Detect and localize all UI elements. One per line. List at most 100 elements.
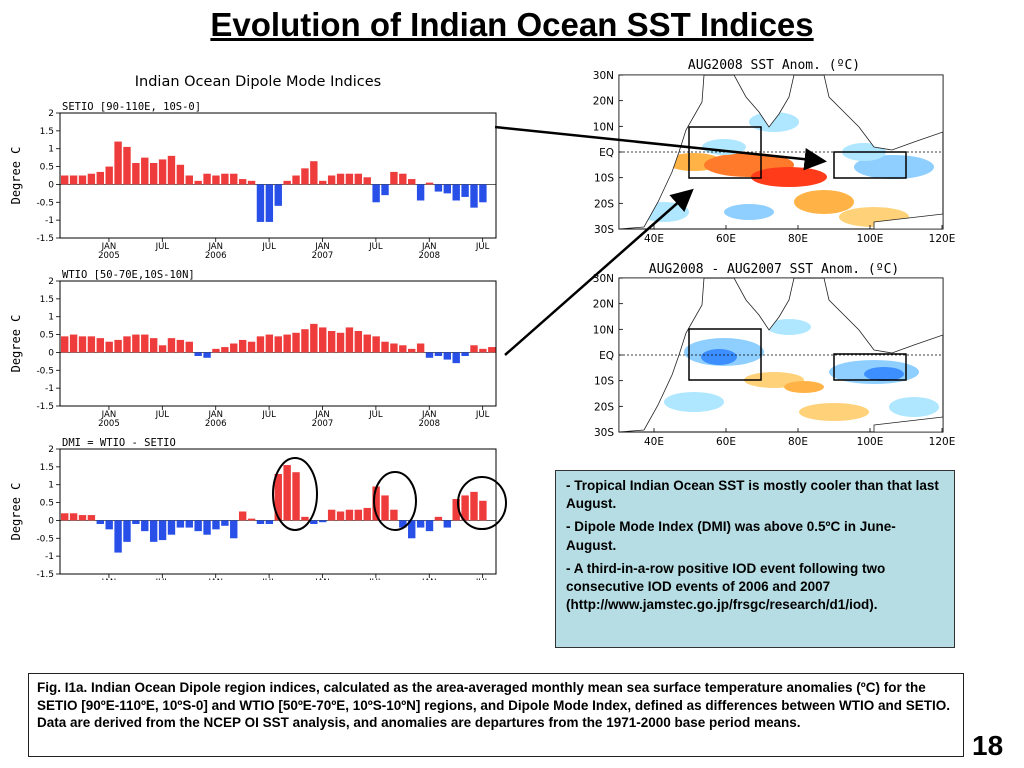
bar: [319, 520, 327, 523]
y-tick-label: -1.5: [36, 402, 54, 412]
bar: [105, 166, 113, 185]
y-tick-label: -1: [45, 216, 54, 226]
lat-label: 10N: [593, 324, 614, 336]
x-tick-label: JAN: [421, 242, 437, 252]
bar: [132, 334, 140, 353]
y-tick-label: 0.5: [40, 331, 54, 341]
lat-label: 30N: [593, 273, 614, 285]
x-tick-label: JUL: [155, 410, 170, 420]
y-tick-label: 0: [48, 180, 54, 190]
bar: [247, 341, 256, 353]
bar: [381, 341, 389, 353]
bar: [470, 345, 478, 353]
bar: [69, 334, 78, 353]
bar: [87, 515, 96, 521]
bar: [96, 171, 104, 185]
bar: [141, 334, 149, 353]
bar: [336, 173, 345, 185]
bar: [461, 352, 469, 356]
bar: [345, 327, 354, 353]
x-tick-year: 2007: [312, 419, 334, 429]
y-tick-label: 1: [48, 145, 54, 155]
bar: [301, 329, 309, 353]
bar: [141, 157, 149, 185]
bar: [310, 161, 318, 185]
bar: [78, 175, 87, 185]
lon-label: 120E: [929, 233, 956, 245]
y-tick-label: 1.5: [40, 127, 54, 137]
lon-label: 60E: [716, 233, 736, 245]
map1-setio-box: [833, 151, 907, 179]
bar: [443, 184, 452, 194]
bar: [149, 520, 158, 542]
bar: [221, 520, 229, 526]
bar: [158, 345, 167, 353]
lon-label: 80E: [788, 436, 808, 448]
bar: [470, 184, 478, 208]
x-tick-label: JAN: [421, 578, 437, 580]
y-tick-label: 0: [48, 516, 54, 526]
bar: [212, 520, 220, 530]
highlight-ellipse-2006: [272, 457, 318, 531]
bar: [479, 184, 487, 203]
y-tick-label: 1: [48, 313, 54, 323]
bar: [327, 175, 336, 185]
bar: [372, 486, 380, 521]
bar: [390, 343, 398, 353]
sst-maps: AUG2008 SST Anom. (ºC) 30N 20N 10N EQ 10S 20S…: [593, 58, 956, 448]
bar: [230, 343, 238, 353]
x-tick-label: JUL: [475, 242, 490, 252]
bar: [354, 173, 363, 185]
lat-label: EQ: [599, 147, 614, 159]
bar: [434, 184, 443, 192]
bar: [265, 184, 274, 222]
y-tick-label: -1: [45, 552, 54, 562]
bar: [452, 352, 460, 364]
page-number: 18: [972, 730, 1004, 761]
y-tick-label: -1.5: [36, 234, 54, 244]
bar: [292, 175, 300, 185]
map-aug2008-anom: AUG2008 SST Anom. (ºC) 30N 20N 10N EQ 10S 20S…: [593, 58, 956, 245]
lon-label: 60E: [716, 436, 736, 448]
bar: [443, 352, 452, 360]
bar: [319, 327, 327, 353]
lat-label: 10S: [594, 173, 614, 185]
bar: [452, 184, 460, 201]
bar: [247, 518, 256, 521]
x-tick-year: 2008: [418, 419, 440, 429]
lat-label: 30S: [594, 427, 614, 439]
bar: [123, 146, 131, 185]
x-tick-label: JUL: [368, 242, 383, 252]
bar: [425, 520, 434, 532]
x-tick-label: JAN: [421, 410, 437, 420]
lon-label: 80E: [788, 233, 808, 245]
bar: [123, 520, 131, 542]
lat-label: 20S: [594, 198, 614, 210]
bar: [283, 180, 291, 185]
bar: [479, 348, 487, 353]
bar: [238, 339, 247, 353]
bar: [479, 500, 487, 521]
bar: [61, 513, 69, 521]
y-tick-label: 2: [48, 445, 54, 455]
bar: [221, 173, 229, 185]
lat-label: 20N: [593, 299, 614, 311]
bar: [336, 511, 345, 521]
x-tick-year: 2007: [312, 251, 334, 261]
bar: [310, 323, 318, 353]
bar: [408, 348, 416, 353]
bar: [399, 345, 407, 353]
lon-label: 100E: [857, 436, 884, 448]
bar: [265, 520, 274, 524]
bar: [256, 336, 265, 353]
bullet-3: - A third-in-a-row positive IOD event fo…: [566, 560, 886, 613]
bar: [452, 499, 460, 521]
x-tick-year: 2008: [418, 251, 440, 261]
x-tick-label: JUL: [155, 578, 170, 580]
bar: [381, 495, 389, 521]
bar: [399, 520, 407, 528]
bar: [354, 509, 363, 521]
slide-title: Evolution of Indian Ocean SST Indices: [210, 6, 814, 43]
bar: [399, 173, 407, 185]
y-tick-label: -1: [45, 384, 54, 394]
